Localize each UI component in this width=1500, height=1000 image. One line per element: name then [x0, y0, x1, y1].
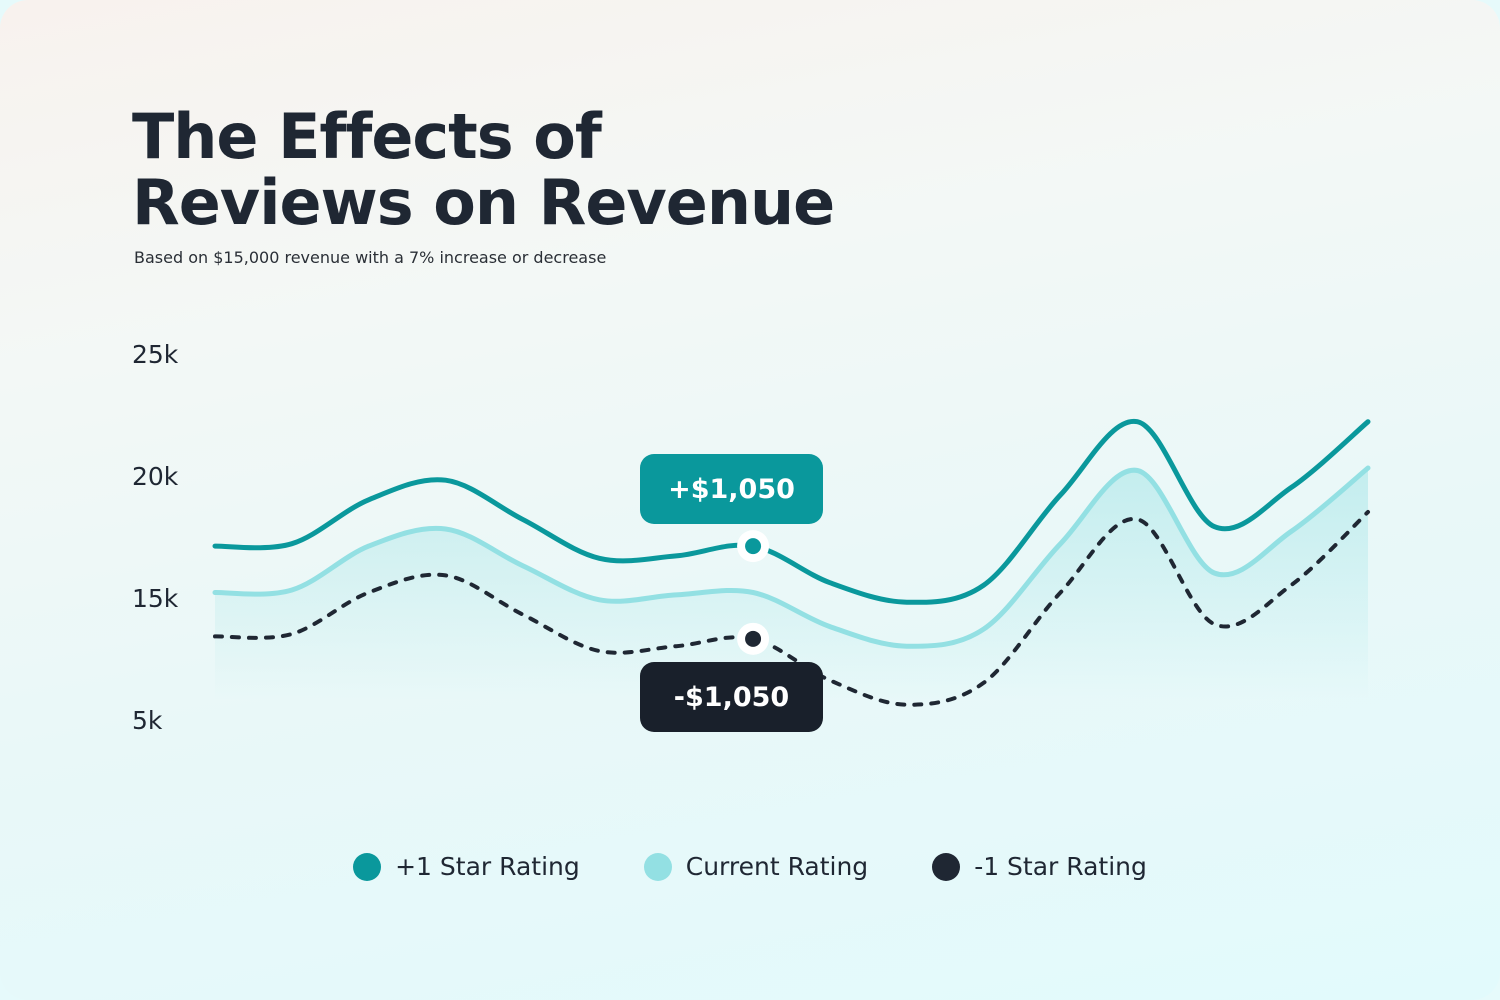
highlight-point-plus-1-star: [737, 530, 770, 563]
legend-swatch-plus-1-star: [353, 852, 382, 881]
series-line-current-rating: [212, 465, 1371, 649]
annotation-minus-1050: -$1,050: [640, 662, 823, 732]
series-line-plus-1-star: [212, 419, 1371, 605]
y-tick-label-5k: 5k: [132, 706, 163, 735]
legend-label-plus-1-star: +1 Star Rating: [395, 852, 580, 881]
legend: +1 Star Rating Current Rating -1 Star Ra…: [0, 852, 1500, 881]
legend-label-current-rating: Current Rating: [685, 852, 869, 881]
legend-item-plus-1-star: +1 Star Rating: [353, 852, 580, 881]
area-fill-current-rating: [215, 468, 1368, 700]
y-tick-label-25k: 25k: [132, 340, 179, 369]
chart-title-line-2: Reviews on Revenue: [132, 166, 835, 239]
legend-item-current-rating: Current Rating: [643, 852, 869, 881]
y-tick-label-20k: 20k: [132, 462, 179, 491]
legend-label-minus-1-star: -1 Star Rating: [974, 852, 1147, 881]
chart-title-line-1: The Effects of: [132, 100, 602, 173]
highlight-point-minus-1-star: [737, 622, 770, 655]
chart-subtitle: Based on $15,000 revenue with a 7% incre…: [134, 248, 607, 267]
legend-swatch-current-rating: [643, 852, 672, 881]
legend-swatch-minus-1-star: [932, 852, 961, 881]
chart-title: The Effects of Reviews on Revenue: [132, 100, 835, 239]
annotation-plus-1050: +$1,050: [640, 454, 823, 524]
legend-item-minus-1-star: -1 Star Rating: [932, 852, 1147, 881]
y-tick-label-15k: 15k: [132, 584, 179, 613]
